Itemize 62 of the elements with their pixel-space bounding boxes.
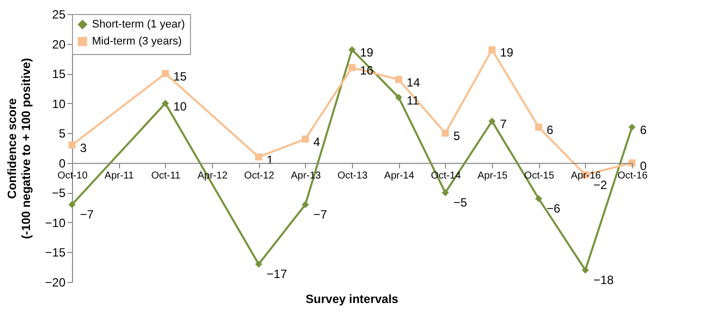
data-label: 7	[500, 117, 507, 132]
point	[395, 76, 402, 84]
legend-label: Mid-term (3 years)	[92, 36, 182, 48]
y-axis-title: Confidence score (-100 negative to + 100 positive)	[5, 58, 34, 240]
point	[395, 94, 402, 101]
data-label: 14	[406, 76, 420, 90]
data-label: 16	[360, 64, 374, 78]
data-label: −7	[80, 208, 94, 222]
point	[302, 136, 309, 143]
x-tick-label: Oct-10	[57, 170, 88, 182]
y-tick-label: 20	[52, 37, 66, 52]
data-label: 0	[640, 158, 647, 173]
point	[162, 70, 169, 78]
y-tick-label: 5	[58, 126, 66, 141]
point	[348, 64, 356, 72]
y-tick-label: −15	[45, 246, 66, 260]
point	[628, 124, 636, 131]
y-tick-label: 10	[52, 96, 66, 111]
data-label: 6	[546, 123, 554, 138]
data-label: 3	[80, 141, 87, 156]
x-tick-label: Oct-12	[244, 170, 275, 182]
point	[68, 141, 76, 149]
data-label: −6	[546, 202, 561, 216]
data-label: −5	[453, 196, 468, 210]
point	[535, 124, 542, 131]
point	[442, 130, 449, 137]
data-label: −17	[266, 267, 288, 282]
point	[68, 201, 76, 208]
point	[255, 260, 262, 268]
legend-label: Short-term (1 year)	[92, 18, 185, 30]
point	[488, 118, 496, 125]
y-tick-label: 15	[52, 67, 66, 82]
x-tick-label: Oct-11	[151, 170, 181, 182]
data-label: 11	[406, 93, 420, 108]
y-tick-label: 0	[58, 156, 66, 170]
data-label: 19	[500, 46, 514, 60]
x-tick-label: Oct-13	[337, 170, 368, 182]
point	[442, 189, 449, 196]
data-label: 4	[313, 135, 320, 150]
data-label: 10	[173, 99, 188, 114]
x-axis-title: Survey intervals	[306, 292, 399, 306]
x-tick-label: Apr-15	[477, 170, 508, 182]
point	[488, 46, 496, 54]
data-label: 15	[173, 70, 188, 84]
data-label: −7	[313, 208, 328, 222]
y-tick-label: −10	[45, 216, 66, 230]
y-tick-label: −5	[52, 186, 66, 200]
data-label: 5	[453, 129, 460, 144]
x-tick-label: Oct-16	[617, 170, 648, 182]
point	[582, 266, 589, 274]
y-tick-label: −20	[45, 276, 66, 290]
point	[348, 46, 356, 54]
data-label: 6	[640, 123, 647, 138]
point	[302, 201, 309, 208]
data-label: −18	[593, 273, 614, 288]
point	[162, 100, 169, 107]
x-tick-label: Apr-11	[104, 170, 134, 182]
y-tick-label: 25	[52, 8, 66, 22]
point	[535, 195, 542, 202]
x-tick-label: Apr-14	[384, 170, 415, 182]
point	[255, 153, 262, 160]
data-label: 19	[360, 46, 374, 60]
